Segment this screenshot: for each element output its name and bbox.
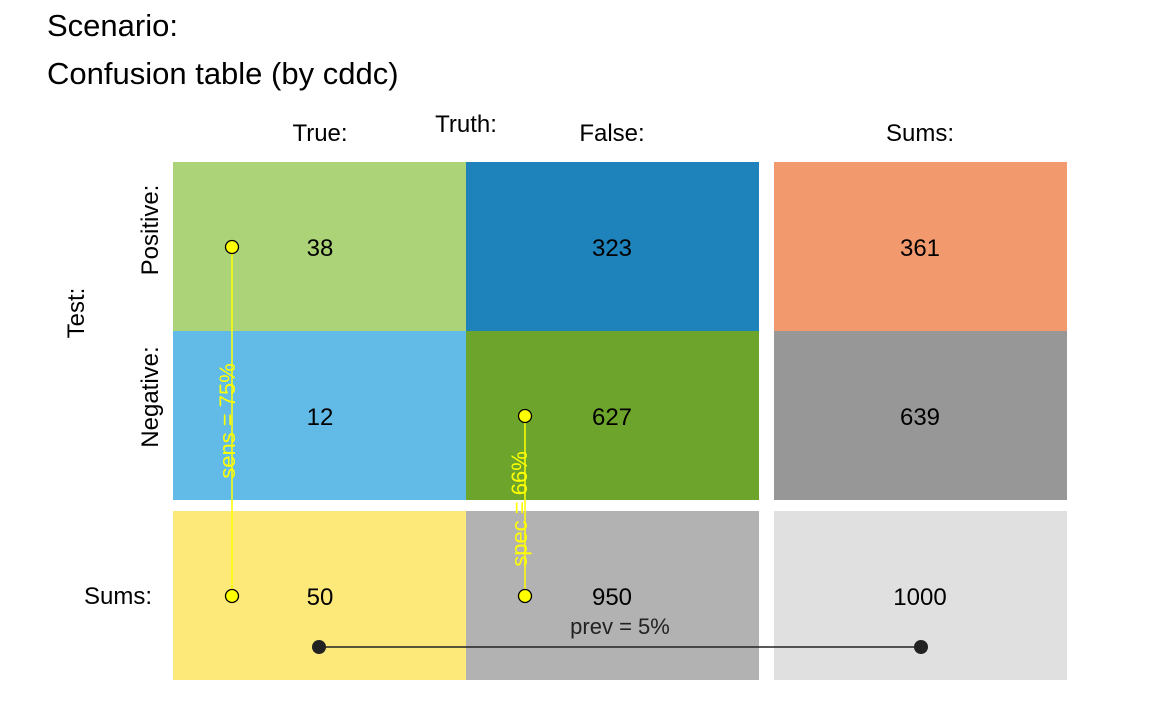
row-header-sums: Sums: — [84, 583, 152, 610]
title-confusion-table: Confusion table (by cddc) — [47, 56, 399, 91]
cell-true-positive — [173, 162, 466, 331]
value-sum-total: 1000 — [893, 584, 946, 611]
value-sum-positive: 361 — [900, 235, 940, 262]
prev-label: prev = 5% — [570, 614, 670, 639]
spec-endpoint-top — [517, 408, 533, 424]
value-sum-false: 950 — [592, 584, 632, 611]
cell-false-negative — [173, 331, 466, 500]
truth-label: Truth: — [435, 111, 497, 138]
value-sum-negative: 639 — [900, 404, 940, 431]
sens-label: sens = 75% — [215, 363, 240, 479]
value-true-positive: 38 — [307, 235, 334, 262]
row-header-positive: Positive: — [137, 185, 164, 276]
spec-label: spec = 66% — [507, 451, 532, 567]
col-header-sums: Sums: — [886, 120, 954, 147]
test-label: Test: — [63, 288, 90, 339]
cell-sum-negative — [774, 331, 1067, 500]
spec-endpoint-bottom — [517, 588, 533, 604]
sens-endpoint-bottom — [224, 588, 240, 604]
value-sum-true: 50 — [307, 584, 334, 611]
cell-sum-false — [466, 511, 759, 680]
col-header-false: False: — [579, 120, 644, 147]
prev-endpoint-right — [914, 640, 928, 654]
value-true-negative: 627 — [592, 404, 632, 431]
cell-sum-positive — [774, 162, 1067, 331]
cell-true-negative — [466, 331, 759, 500]
value-false-positive: 323 — [592, 235, 632, 262]
value-false-negative: 12 — [307, 404, 334, 431]
col-header-true: True: — [292, 120, 347, 147]
title-scenario: Scenario: — [47, 8, 178, 43]
cell-false-positive — [466, 162, 759, 331]
row-header-negative: Negative: — [137, 346, 164, 447]
prev-endpoint-left — [312, 640, 326, 654]
sens-endpoint-top — [224, 239, 240, 255]
